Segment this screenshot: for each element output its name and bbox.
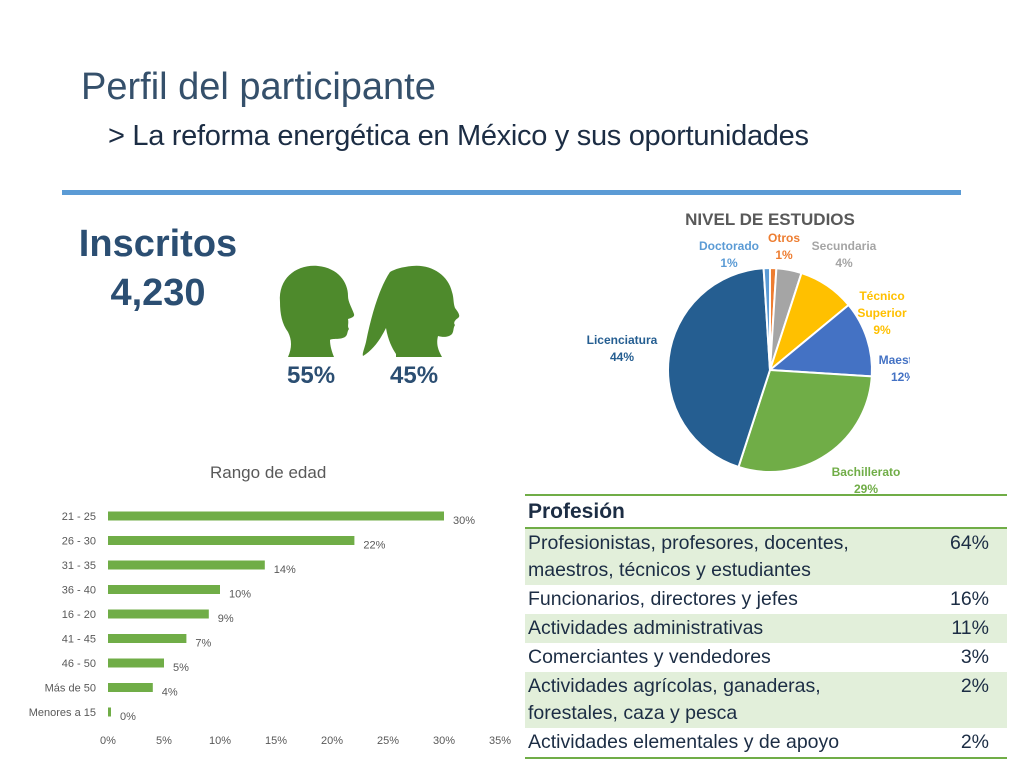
male-head-icon bbox=[279, 265, 355, 357]
age-value-menores-a-15: 0% bbox=[120, 711, 136, 723]
female-head-icon bbox=[362, 265, 460, 357]
female-percentage: 45% bbox=[390, 362, 439, 389]
age-x-tick: 15% bbox=[265, 735, 287, 747]
age-bar-16-20 bbox=[108, 609, 209, 619]
age-category-labels: 21 - 25 26 - 30 31 - 35 36 - 40 16 - 20 41 - … bbox=[29, 511, 96, 719]
row-value: 11% bbox=[951, 617, 989, 639]
pie-labels: Otros 1% Secundaria 4% Técnico Superior 9% Maes… bbox=[587, 231, 910, 494]
pie-label-tecnico-superior: Técnico Superior 9% bbox=[857, 289, 907, 337]
age-value-16-20: 9% bbox=[218, 613, 234, 625]
row-value: 64% bbox=[949, 532, 989, 554]
age-category-36-40: 36 - 40 bbox=[62, 585, 96, 597]
age-value-26-30: 22% bbox=[363, 540, 385, 552]
inscritos-count: 4,230 bbox=[110, 272, 206, 314]
pie-label-otros: Otros 1% bbox=[768, 231, 800, 262]
slide-title: Perfil del participante bbox=[81, 66, 436, 108]
gender-heads bbox=[279, 265, 460, 357]
age-x-tick: 10% bbox=[209, 735, 231, 747]
age-category-31-35: 31 - 35 bbox=[62, 560, 96, 572]
age-value-36-40: 10% bbox=[229, 589, 251, 601]
age-bar-chart: 21 - 25 26 - 30 31 - 35 36 - 40 16 - 20 41 - … bbox=[29, 511, 511, 747]
age-category-41-45: 41 - 45 bbox=[62, 634, 96, 646]
inscritos-label: Inscritos bbox=[78, 223, 238, 265]
row-label: Profesionistas, profesores, docentes, ma… bbox=[528, 532, 849, 581]
pie-slices bbox=[667, 266, 873, 474]
age-category-26-30: 26 - 30 bbox=[62, 536, 96, 548]
age-category-16-20: 16 - 20 bbox=[62, 609, 96, 621]
age-x-tick: 35% bbox=[489, 735, 511, 747]
row-label: Actividades agrícolas, ganaderas, forest… bbox=[528, 675, 821, 724]
age-x-tick: 20% bbox=[321, 735, 343, 747]
pie-label-licenciatura: Licenciatura 44% bbox=[587, 333, 658, 364]
table-row: Profesionistas, profesores, docentes, ma… bbox=[525, 529, 1007, 585]
pie-label-maestria: Maestria12% bbox=[879, 353, 910, 384]
row-value: 3% bbox=[960, 646, 989, 668]
pie-slice-doctorado bbox=[762, 266, 771, 371]
age-bar-26-30 bbox=[108, 536, 355, 545]
inscritos-block: Inscritos 4,230 bbox=[58, 220, 258, 318]
education-pie-chart: NIVEL DE ESTUDIOS Otros 1% Secundaria 4% Téc… bbox=[587, 210, 910, 494]
pie-chart-title: NIVEL DE ESTUDIOS bbox=[685, 210, 855, 229]
age-value-41-45: 7% bbox=[195, 638, 211, 650]
age-value-46-50: 5% bbox=[173, 662, 189, 674]
age-value-mas-de-50: 4% bbox=[162, 687, 178, 699]
slide-subtitle: > La reforma energética en México y sus … bbox=[108, 120, 809, 152]
profession-header: Profesión bbox=[525, 494, 1007, 529]
row-label: Actividades administrativas bbox=[528, 617, 764, 639]
pie-label-bachillerato: Bachillerato 29% bbox=[832, 465, 901, 494]
age-bar-46-50 bbox=[108, 658, 164, 668]
age-category-menores-a-15: Menores a 15 bbox=[29, 707, 96, 719]
table-row: Comerciantes y vendedores 3% bbox=[525, 643, 1007, 672]
age-x-ticks: 0% 5% 10% 15% 20% 25% 30% 35% bbox=[100, 735, 511, 747]
age-category-mas-de-50: Más de 50 bbox=[45, 683, 96, 695]
age-category-21-25: 21 - 25 bbox=[62, 511, 96, 523]
age-bar-menores-a-15 bbox=[108, 707, 111, 717]
age-value-labels: 30% 22% 14% 10% 9% 7% 5% 4% 0% bbox=[120, 515, 475, 723]
age-value-21-25: 30% bbox=[453, 515, 475, 527]
age-chart-title: Rango de edad bbox=[210, 463, 327, 482]
row-label: Funcionarios, directores y jefes bbox=[528, 588, 798, 610]
age-x-tick: 5% bbox=[156, 735, 172, 747]
age-category-46-50: 46 - 50 bbox=[62, 658, 96, 670]
table-row: Actividades agrícolas, ganaderas, forest… bbox=[525, 672, 1007, 728]
pie-slice-maestria bbox=[767, 303, 873, 378]
pie-slice-licenciatura bbox=[667, 267, 772, 469]
age-bars bbox=[108, 511, 444, 717]
row-value: 2% bbox=[960, 731, 989, 753]
age-x-tick: 30% bbox=[433, 735, 455, 747]
age-bar-36-40 bbox=[108, 585, 220, 594]
age-bar-21-25 bbox=[108, 511, 444, 521]
row-value: 2% bbox=[960, 675, 989, 697]
male-percentage: 55% bbox=[287, 362, 336, 389]
table-row: Funcionarios, directores y jefes 16% bbox=[525, 585, 1007, 614]
row-value: 16% bbox=[949, 588, 989, 610]
profession-table: Profesión Profesionistas, profesores, do… bbox=[525, 494, 1007, 759]
age-x-tick: 25% bbox=[377, 735, 399, 747]
pie-label-doctorado: Doctorado 1% bbox=[699, 239, 759, 270]
pie-slice-bachillerato bbox=[737, 368, 873, 474]
age-x-tick: 0% bbox=[100, 735, 116, 747]
row-label: Comerciantes y vendedores bbox=[528, 646, 771, 668]
pie-label-secundaria: Secundaria 4% bbox=[812, 239, 877, 270]
age-bar-31-35 bbox=[108, 560, 265, 570]
title-divider bbox=[62, 190, 961, 195]
table-row: Actividades elementales y de apoyo 2% bbox=[525, 728, 1007, 759]
row-label: Actividades elementales y de apoyo bbox=[528, 731, 840, 753]
age-bar-41-45 bbox=[108, 634, 187, 643]
age-bar-mas-de-50 bbox=[108, 683, 153, 692]
table-row: Actividades administrativas 11% bbox=[525, 614, 1007, 643]
age-value-31-35: 14% bbox=[274, 564, 296, 576]
